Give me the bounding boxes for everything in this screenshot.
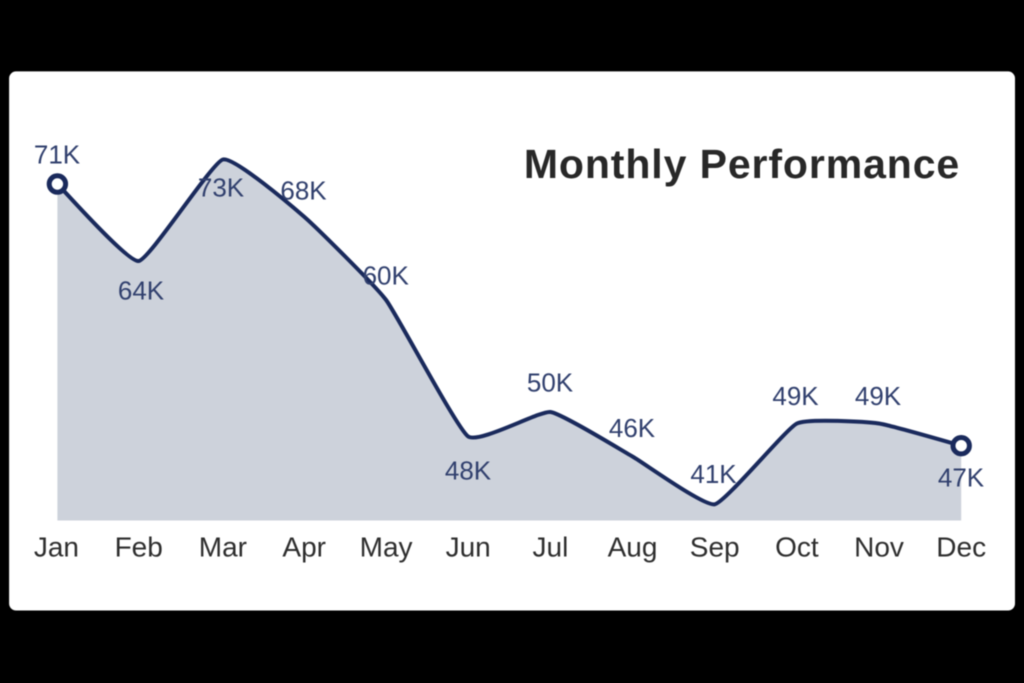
svg-text:Oct: Oct bbox=[775, 532, 819, 563]
svg-text:50K: 50K bbox=[527, 368, 574, 398]
svg-text:46K: 46K bbox=[609, 413, 656, 443]
svg-text:Monthly Performance: Monthly Performance bbox=[524, 141, 960, 187]
svg-text:Apr: Apr bbox=[282, 532, 326, 563]
svg-text:48K: 48K bbox=[445, 456, 492, 486]
svg-text:41K: 41K bbox=[690, 459, 737, 489]
svg-text:68K: 68K bbox=[280, 175, 327, 205]
svg-text:49K: 49K bbox=[772, 381, 819, 411]
svg-text:Dec: Dec bbox=[936, 532, 986, 563]
svg-text:49K: 49K bbox=[855, 381, 902, 411]
svg-text:Sep: Sep bbox=[690, 532, 740, 563]
svg-text:Nov: Nov bbox=[854, 532, 904, 563]
svg-text:Feb: Feb bbox=[115, 532, 163, 563]
svg-text:Aug: Aug bbox=[608, 532, 658, 563]
svg-text:Jan: Jan bbox=[34, 532, 79, 563]
svg-text:Mar: Mar bbox=[199, 532, 247, 563]
svg-text:47K: 47K bbox=[938, 463, 985, 493]
svg-text:64K: 64K bbox=[118, 276, 165, 306]
svg-text:Jul: Jul bbox=[533, 532, 569, 563]
svg-text:73K: 73K bbox=[198, 173, 245, 203]
svg-text:Jun: Jun bbox=[446, 532, 491, 563]
svg-text:71K: 71K bbox=[34, 140, 81, 170]
svg-text:May: May bbox=[360, 532, 413, 563]
svg-text:60K: 60K bbox=[363, 261, 410, 291]
